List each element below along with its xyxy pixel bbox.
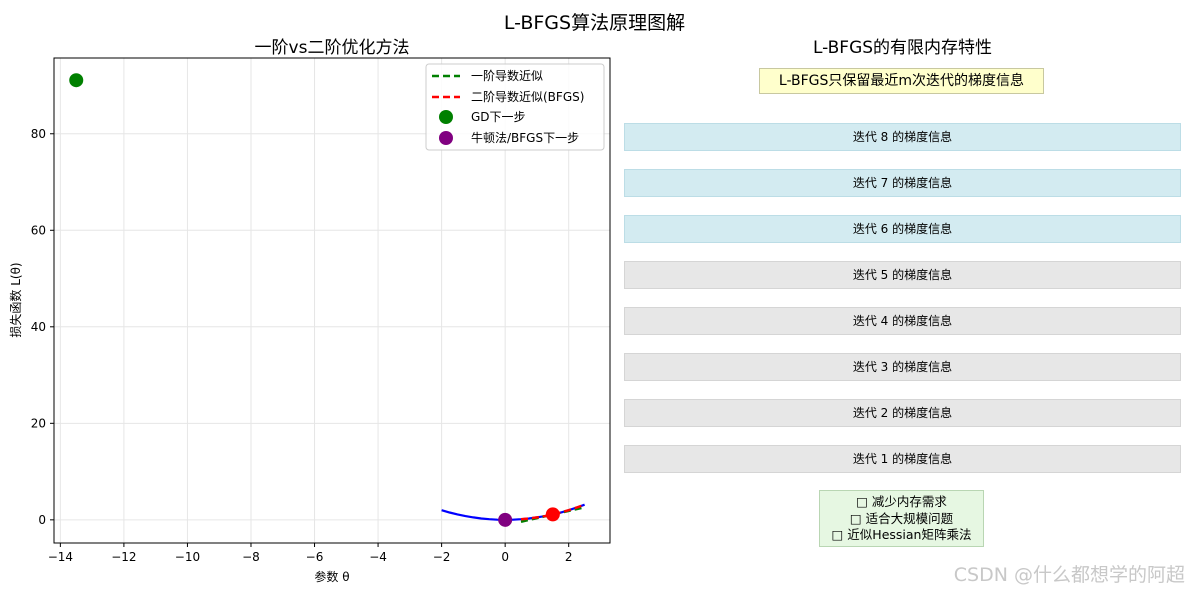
y-axis-label: 损失函数 L(θ) [8, 262, 23, 337]
memory-block: 迭代 5 的梯度信息 [624, 261, 1181, 289]
legend-label-second-order: 二阶导数近似(BFGS) [471, 89, 584, 104]
legend-swatch-gd [439, 110, 453, 124]
x-axis-label: 参数 θ [314, 569, 349, 584]
benefit-item: □ 减少内存需求 [856, 494, 947, 509]
legend-label-newton: 牛顿法/BFGS下一步 [471, 130, 579, 145]
newton-bfgs-next-step-point [498, 512, 513, 527]
plot-frame [53, 57, 611, 544]
y-tick-label: 20 [31, 416, 46, 430]
figure-title: L-BFGS算法原理图解 [503, 12, 686, 34]
current-point-marker [545, 507, 560, 522]
gd-next-step-point [69, 73, 84, 88]
legend-label-gd: GD下一步 [471, 110, 526, 124]
legend-label-first-order: 一阶导数近似 [471, 68, 543, 83]
memory-block: 迭代 3 的梯度信息 [624, 353, 1181, 381]
legend-frame [425, 63, 605, 151]
benefits-box: □ 减少内存需求 □ 适合大规模问题 □ 近似Hessian矩阵乘法 [819, 490, 984, 547]
x-tick-label: 2 [565, 550, 573, 564]
x-tick-label: −14 [48, 550, 73, 564]
data-layer [69, 73, 586, 527]
y-tick-label: 60 [31, 223, 46, 237]
legend: 一阶导数近似 二阶导数近似(BFGS) GD下一步 牛顿法/BFGS下一步 [425, 63, 605, 151]
x-tick-label: −12 [111, 550, 136, 564]
y-tick-label: 80 [31, 127, 46, 141]
x-tick-label: 0 [501, 550, 509, 564]
legend-swatch-newton [439, 131, 453, 145]
x-tick-label: −10 [175, 550, 200, 564]
x-tick-label: −2 [433, 550, 451, 564]
x-tick-label: −8 [242, 550, 260, 564]
x-tick-label: −6 [306, 550, 324, 564]
grid-layer [54, 58, 610, 543]
right-panel-subtitle: L-BFGS只保留最近m次迭代的梯度信息 [759, 68, 1044, 94]
y-tick-label: 0 [38, 513, 46, 527]
watermark: CSDN @什么都想学的阿超 [953, 564, 1185, 586]
memory-block: 迭代 6 的梯度信息 [624, 215, 1181, 243]
y-tick-label: 40 [31, 320, 46, 334]
left-chart-title: 一阶vs二阶优化方法 [254, 38, 410, 58]
memory-block: 迭代 1 的梯度信息 [624, 445, 1181, 473]
memory-block: 迭代 2 的梯度信息 [624, 399, 1181, 427]
memory-block: 迭代 8 的梯度信息 [624, 123, 1181, 151]
benefit-item: □ 适合大规模问题 [849, 510, 954, 526]
memory-block: 迭代 4 的梯度信息 [624, 307, 1181, 335]
benefit-item: □ 近似Hessian矩阵乘法 [831, 527, 972, 542]
memory-block: 迭代 7 的梯度信息 [624, 169, 1181, 197]
loss-curve-line [441, 503, 585, 521]
x-tick-label: −4 [369, 550, 387, 564]
right-panel-title: L-BFGS的有限内存特性 [812, 38, 993, 58]
